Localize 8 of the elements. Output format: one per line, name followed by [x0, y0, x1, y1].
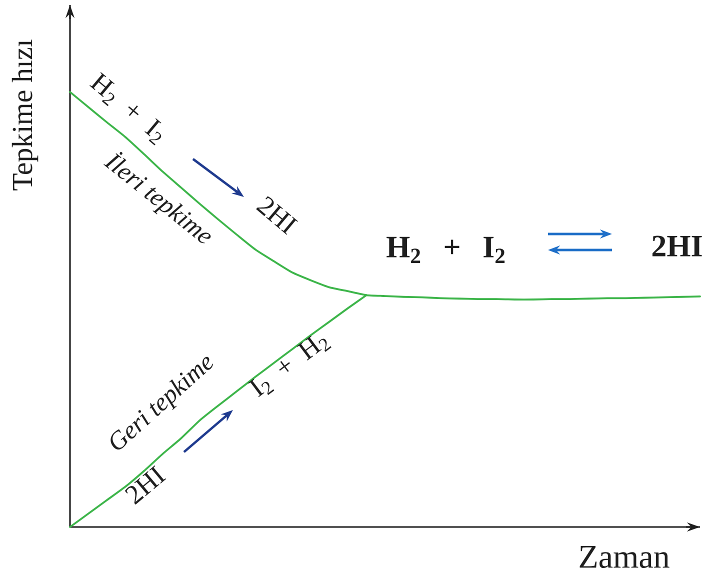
annotation: H$_{2}$ + I$_{2}$ — [386, 236, 505, 264]
y-axis-title: Tepkime hızı — [12, 40, 38, 190]
annotation: 2HI — [124, 465, 166, 505]
x-axis-title: Zaman — [580, 546, 670, 568]
annotation: H$_{2}$ + I$_{2}$ — [89, 72, 162, 146]
annotation: I$_{2}$ + H$_{2}$ — [248, 336, 332, 398]
annotation: 2HI — [652, 236, 702, 256]
annotation: 2HI — [256, 196, 298, 235]
